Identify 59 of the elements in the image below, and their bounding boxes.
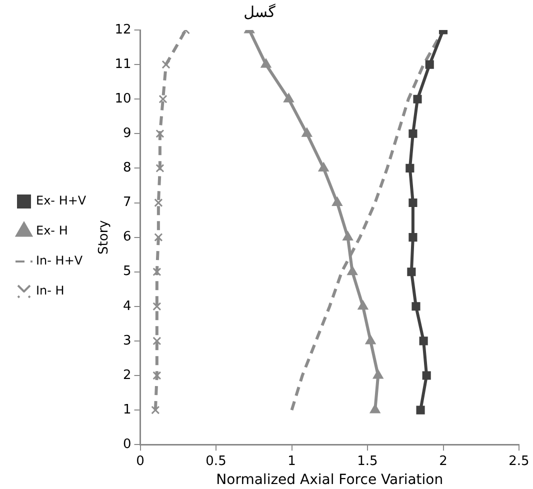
x-tick-label: 1.5 (357, 454, 378, 469)
point (365, 335, 376, 344)
point (408, 198, 418, 208)
chart-title: گسل (244, 2, 276, 21)
y-tick-label: 4 (122, 298, 132, 314)
point (154, 233, 163, 242)
point (152, 336, 162, 346)
point (152, 371, 162, 380)
point (156, 164, 164, 172)
point (152, 268, 162, 276)
point (342, 232, 353, 241)
point (408, 129, 418, 138)
point (407, 268, 416, 276)
point (347, 266, 358, 276)
x-tick-label: 1 (288, 454, 296, 469)
point (154, 198, 163, 208)
legend-label: Ex- H (36, 224, 68, 238)
point (416, 406, 425, 414)
y-tick-label: 12 (114, 22, 132, 38)
point (152, 302, 162, 311)
point (332, 197, 342, 206)
x-tick-label: 0 (136, 454, 144, 469)
point (422, 371, 431, 380)
y-tick-label: 6 (122, 230, 132, 245)
point (318, 162, 329, 172)
point (151, 406, 160, 414)
point (260, 58, 272, 68)
legend-label: In- H+V (36, 254, 84, 268)
y-axis-title: Story (96, 220, 112, 254)
y-tick-label: 1 (122, 402, 132, 418)
x-tick-label: 0.5 (206, 454, 226, 469)
point (419, 336, 428, 346)
y-tick-label: 11 (114, 56, 132, 72)
point (406, 164, 414, 172)
x-tick-label: 2 (439, 454, 448, 469)
point (412, 302, 420, 311)
y-tick-label: 0 (122, 436, 132, 452)
y-tick-label: 2 (122, 368, 132, 383)
point (156, 129, 164, 138)
point (162, 60, 170, 69)
point (302, 128, 312, 137)
y-tick-label: 8 (122, 160, 132, 176)
x-axis-title: Normalized Axial Force Variation (216, 472, 444, 488)
y-tick-label: 3 (122, 333, 132, 348)
point (408, 233, 418, 242)
y-tick-label: 7 (122, 195, 132, 210)
y-tick-label: 9 (122, 126, 132, 142)
point (413, 94, 422, 104)
point (284, 93, 294, 102)
point (425, 60, 434, 69)
point (373, 370, 384, 379)
point (358, 300, 368, 310)
y-tick-label: 10 (114, 91, 132, 106)
point (370, 404, 380, 414)
point (158, 94, 168, 104)
y-tick-label: 5 (122, 264, 132, 280)
legend-label: Ex- H+V (36, 194, 87, 208)
legend-label: In- H (36, 284, 64, 298)
x-tick-label: 2.5 (508, 454, 530, 469)
